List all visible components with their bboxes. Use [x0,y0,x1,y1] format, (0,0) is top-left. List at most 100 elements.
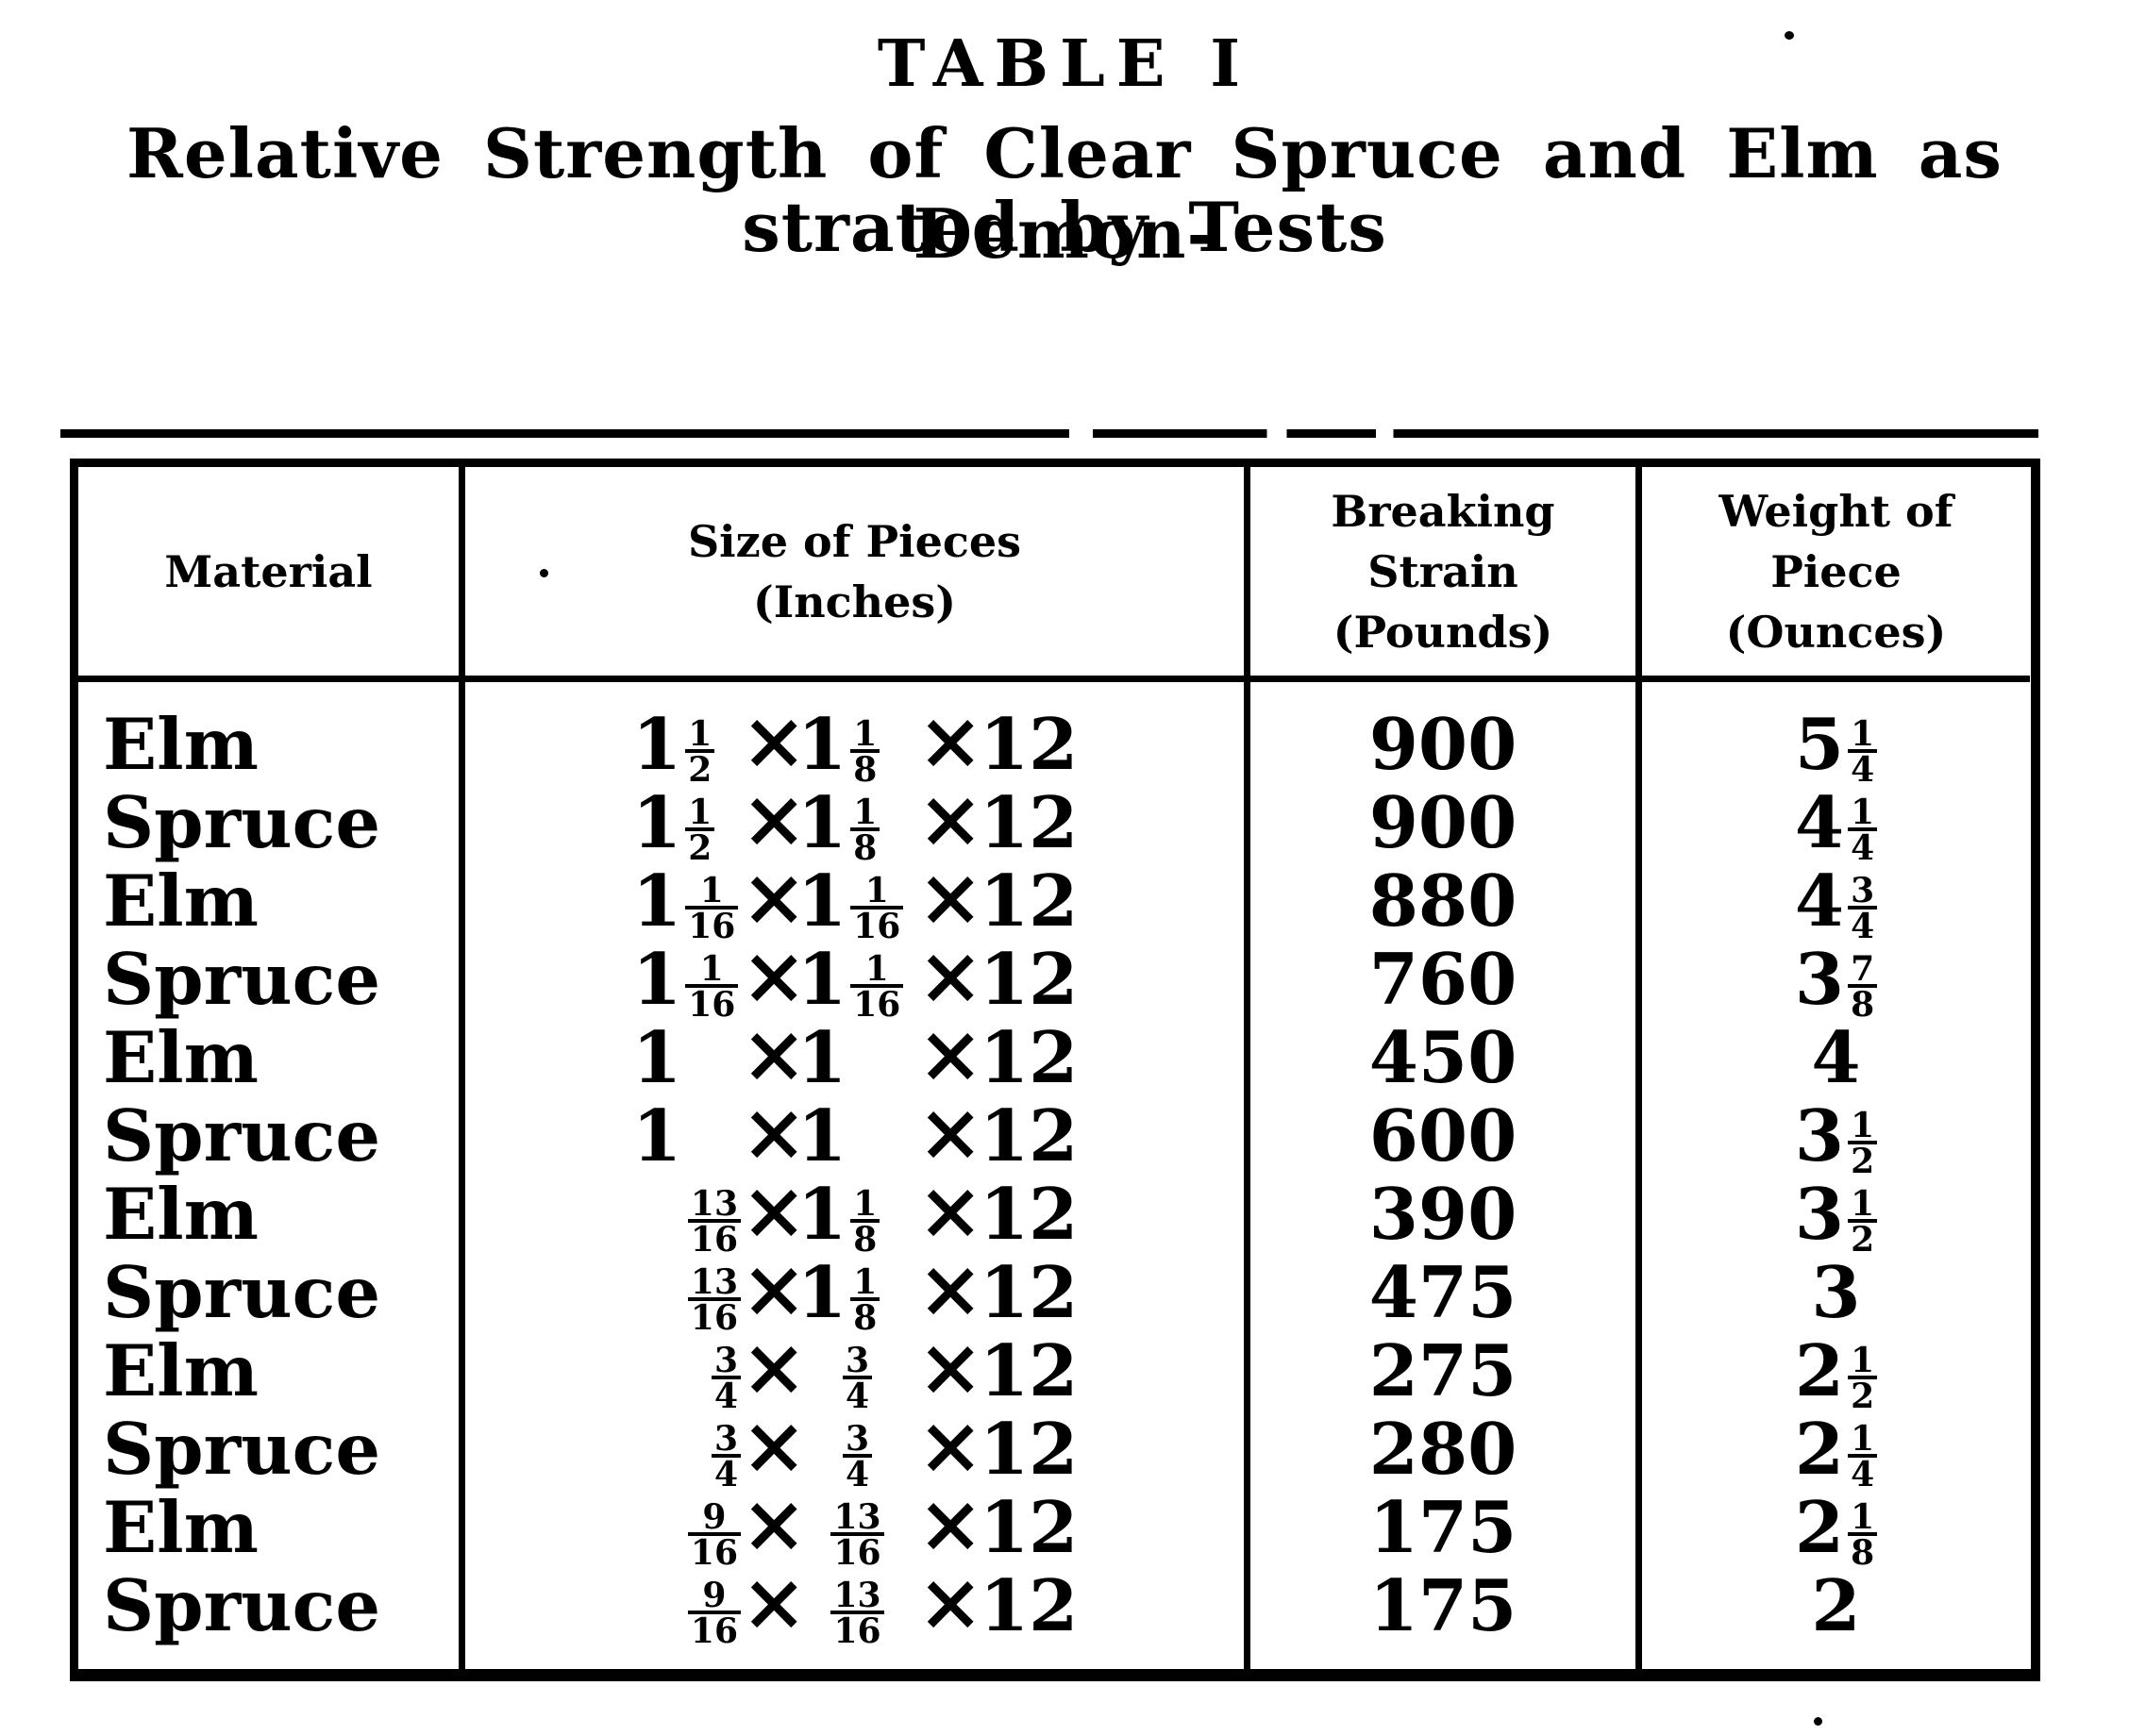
fraction-numerator: 1 [688,793,712,832]
spacer-cell [78,1643,465,1669]
header-weight-line: (Ounces) [1725,606,1947,658]
size-expression: 9 16 × 13 16 × 12 [623,1562,1078,1648]
page-title: TABLE I [877,26,1252,102]
material-cell: Elm [78,1016,465,1099]
breaking-strain-cell: 900 [1250,703,1642,786]
length-value: 12 [980,1408,1079,1491]
whole-number: 3 [1794,1173,1845,1256]
breaking-strain-cell: 600 [1250,1094,1642,1177]
whole-number: 1 [632,860,682,943]
header-breaking-strain: Breaking Strain (Pounds) [1250,467,1642,682]
page-subtitle-line-1: Relative Strength of Clear Spruce and El… [126,113,2003,274]
header-weight: Weight of Piece (Ounces) [1642,467,2030,682]
whole-number: 1 [797,938,847,1021]
breaking-strain-cell: 760 [1250,938,1642,1021]
size-cell: 1 1 16 × 1 1 16 × 12 [465,858,1250,944]
size-cell: 1 1 2 × 1 1 8 × 12 [465,701,1250,787]
ink-speck-header [540,569,548,577]
header-material-line: Material [164,545,373,597]
fraction-denominator: 4 [1848,749,1878,787]
fraction: 9 16 [687,1500,741,1570]
fraction-denominator: 8 [1848,984,1878,1022]
spacer-cell [465,1643,1250,1669]
header-strain-line: Breaking [1331,485,1555,537]
whole-number: 2 [1811,1564,1861,1647]
fraction: 1 16 [685,952,739,1022]
fraction-denominator: 16 [850,906,904,943]
material-cell: Spruce [78,1094,465,1177]
fraction-numerator: 13 [690,1184,738,1224]
fraction-denominator: 16 [687,1611,741,1648]
fraction-denominator: 16 [685,984,739,1022]
fraction-numerator: 1 [853,793,878,832]
size-cell: 1 × 1 × 12 [465,1014,1250,1099]
size-dimension: 1 1 16 [623,860,741,943]
header-weight-line: Piece [1770,545,1902,597]
length-value: 12 [980,1094,1079,1177]
table-header-row: Material Size of Pieces (Inches) Breakin… [78,467,2031,682]
breaking-strain-cell: 880 [1250,860,1642,943]
fraction-numerator: 1 [1851,1184,1875,1224]
weight-value: 2 [1811,1564,1860,1647]
fraction: 13 16 [830,1500,884,1570]
length-value: 12 [980,781,1079,864]
size-cell: 13 16 × 1 1 8 × 12 [465,1171,1250,1257]
breaking-strain-cell: 280 [1250,1408,1642,1491]
length-value: 12 [980,1251,1079,1334]
fraction-numerator: 1 [853,1262,878,1302]
fraction-numerator: 1 [1851,793,1875,832]
fraction-denominator: 8 [850,1297,880,1335]
table-row: Elm 1 × 1 × 12 450 4 [78,1014,2031,1099]
table-row-spacer [78,1643,2031,1669]
double-rule-top [60,429,2038,438]
size-cell: 1 1 16 × 1 1 16 × 12 [465,936,1250,1022]
fraction-denominator: 4 [842,1376,873,1413]
weight-cell: 2 [1642,1564,2030,1647]
size-dimension: 1 1 16 [623,938,741,1022]
table-row-spacer [78,682,2031,703]
fraction: 1 16 [850,952,904,1022]
fraction-denominator: 2 [1848,1219,1878,1257]
whole-number: 3 [1794,938,1845,1021]
fraction-denominator: 4 [1848,906,1878,943]
header-material: Material [78,467,465,682]
weight-value: 3 [1811,1251,1860,1334]
weight-cell: 3 [1642,1251,2030,1334]
fraction-numerator: 9 [702,1576,727,1615]
size-dimension: 13 16 [623,1260,741,1335]
fraction-numerator: 3 [845,1341,870,1380]
size-expression: 1 1 2 × 1 1 8 × 12 [623,779,1079,866]
length-value: 12 [980,938,1079,1021]
fraction: 13 16 [687,1265,741,1335]
whole-number: 2 [1794,1486,1845,1569]
size-dimension: 1 [623,1094,741,1177]
fraction-numerator: 1 [688,714,712,754]
size-dimension: 9 16 [623,1573,741,1648]
fraction-denominator: 4 [711,1376,741,1413]
header-size: Size of Pieces (Inches) [465,467,1250,682]
spacer-cell [1250,1643,1642,1669]
whole-number: 5 [1794,703,1845,786]
size-expression: 13 16 × 1 1 8 × 12 [623,1249,1079,1335]
size-expression: 1 1 16 × 1 1 16 × 12 [623,858,1078,944]
fraction-numerator: 1 [699,871,724,910]
